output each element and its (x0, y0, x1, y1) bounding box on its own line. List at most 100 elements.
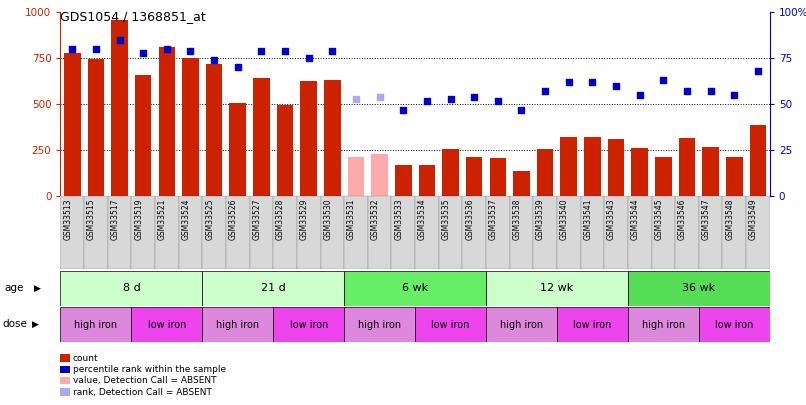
Bar (513, 171, 530, 196)
Point (680, 88, 693, 95)
Text: GSM33527: GSM33527 (252, 198, 261, 240)
Text: GSM33548: GSM33548 (725, 198, 734, 240)
Bar (230, 103, 246, 196)
Text: GSM33541: GSM33541 (584, 198, 592, 240)
Text: GSM33521: GSM33521 (158, 198, 167, 240)
Text: 21 d: 21 d (261, 283, 285, 293)
Bar (135, 75, 152, 196)
FancyBboxPatch shape (722, 196, 746, 269)
FancyBboxPatch shape (368, 196, 392, 269)
Bar (276, 105, 293, 196)
Text: low iron: low iron (715, 320, 754, 330)
Text: low iron: low iron (431, 320, 470, 330)
Text: high iron: high iron (500, 320, 543, 330)
Bar (557, 307, 628, 342)
Text: low iron: low iron (147, 320, 186, 330)
Bar (628, 271, 770, 306)
Point (657, 77, 670, 83)
Text: GSM33540: GSM33540 (560, 198, 569, 240)
Text: low iron: low iron (573, 320, 612, 330)
Text: GSM33547: GSM33547 (702, 198, 711, 240)
Text: high iron: high iron (74, 320, 118, 330)
Text: percentile rank within the sample: percentile rank within the sample (73, 365, 226, 374)
FancyBboxPatch shape (273, 196, 297, 269)
FancyBboxPatch shape (297, 196, 321, 269)
Bar (699, 307, 770, 342)
Bar (608, 139, 625, 196)
Text: high iron: high iron (358, 320, 401, 330)
FancyBboxPatch shape (675, 196, 699, 269)
FancyBboxPatch shape (699, 196, 722, 269)
Text: GSM33535: GSM33535 (442, 198, 451, 240)
FancyBboxPatch shape (84, 196, 108, 269)
Text: GSM33537: GSM33537 (489, 198, 498, 240)
Bar (111, 19, 128, 196)
Point (231, 64, 244, 70)
Bar (253, 79, 270, 196)
Point (89, 46, 102, 52)
Text: GSM33529: GSM33529 (300, 198, 309, 240)
FancyBboxPatch shape (344, 196, 368, 269)
Text: ▶: ▶ (32, 320, 39, 329)
Bar (182, 58, 199, 196)
Point (538, 88, 551, 95)
Point (160, 46, 173, 52)
Bar (60, 271, 202, 306)
Text: GSM33519: GSM33519 (135, 198, 143, 240)
FancyBboxPatch shape (557, 196, 580, 269)
Bar (679, 139, 696, 196)
Text: GSM33543: GSM33543 (607, 198, 616, 240)
FancyBboxPatch shape (108, 196, 131, 269)
Text: low iron: low iron (289, 320, 328, 330)
Point (704, 88, 717, 95)
Bar (537, 149, 554, 196)
Text: GDS1054 / 1368851_at: GDS1054 / 1368851_at (60, 10, 206, 23)
Point (279, 48, 292, 54)
FancyBboxPatch shape (321, 196, 344, 269)
Text: GSM33536: GSM33536 (465, 198, 474, 240)
Point (397, 107, 409, 113)
FancyBboxPatch shape (131, 196, 155, 269)
Bar (202, 307, 273, 342)
Bar (628, 307, 699, 342)
FancyBboxPatch shape (534, 196, 557, 269)
Text: GSM33526: GSM33526 (229, 198, 238, 240)
Point (563, 79, 575, 85)
Text: dose: dose (2, 320, 27, 329)
Text: GSM33513: GSM33513 (64, 198, 73, 240)
Text: GSM33533: GSM33533 (394, 198, 403, 240)
FancyBboxPatch shape (438, 196, 463, 269)
Point (609, 83, 622, 89)
Text: high iron: high iron (642, 320, 685, 330)
Bar (584, 137, 600, 196)
Bar (159, 47, 175, 196)
Text: GSM33515: GSM33515 (87, 198, 96, 240)
Point (113, 36, 126, 43)
Point (467, 94, 480, 100)
Bar (750, 125, 767, 196)
FancyBboxPatch shape (509, 196, 534, 269)
FancyBboxPatch shape (155, 196, 179, 269)
Bar (273, 307, 344, 342)
Text: GSM33528: GSM33528 (276, 198, 285, 240)
Text: 12 wk: 12 wk (540, 283, 574, 293)
FancyBboxPatch shape (392, 196, 415, 269)
FancyBboxPatch shape (202, 196, 226, 269)
Text: GSM33534: GSM33534 (418, 198, 427, 240)
Point (66, 46, 79, 52)
Point (350, 96, 363, 102)
Point (255, 48, 268, 54)
Text: GSM33546: GSM33546 (678, 198, 687, 240)
Bar (466, 157, 483, 196)
Bar (702, 147, 719, 196)
Bar (64, 53, 81, 196)
Bar (486, 307, 557, 342)
Point (184, 48, 197, 54)
Text: GSM33531: GSM33531 (347, 198, 356, 240)
Text: GSM33532: GSM33532 (371, 198, 380, 240)
Bar (395, 165, 412, 196)
FancyBboxPatch shape (60, 196, 84, 269)
Text: GSM33517: GSM33517 (110, 198, 119, 240)
Text: GSM33539: GSM33539 (536, 198, 545, 240)
Point (634, 92, 646, 98)
